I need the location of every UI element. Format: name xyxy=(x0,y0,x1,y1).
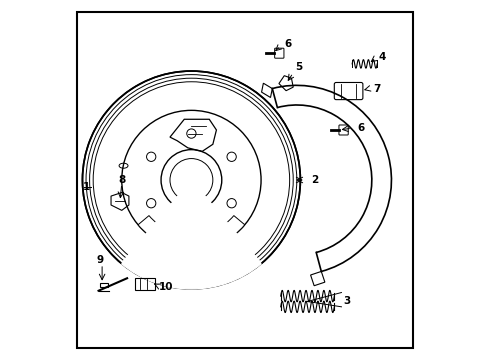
Text: 1: 1 xyxy=(82,182,90,192)
FancyBboxPatch shape xyxy=(77,12,413,348)
Text: 6: 6 xyxy=(358,123,365,133)
Text: 5: 5 xyxy=(295,63,302,72)
Text: 9: 9 xyxy=(97,255,104,265)
Text: 7: 7 xyxy=(373,84,381,94)
Wedge shape xyxy=(122,180,262,289)
Text: 3: 3 xyxy=(343,296,350,306)
Text: 8: 8 xyxy=(118,175,125,185)
Text: 4: 4 xyxy=(379,52,386,62)
Text: 10: 10 xyxy=(159,282,174,292)
Wedge shape xyxy=(138,216,245,249)
Text: 6: 6 xyxy=(284,39,292,49)
Text: 2: 2 xyxy=(311,175,318,185)
